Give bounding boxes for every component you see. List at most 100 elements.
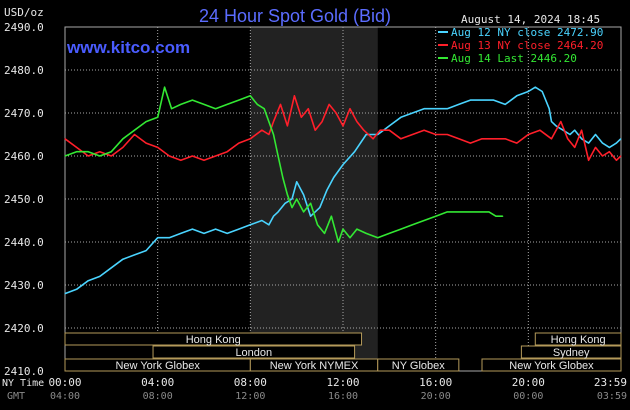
series-3-point xyxy=(238,99,240,101)
series-1-point xyxy=(99,275,101,277)
series-1-point xyxy=(354,151,356,153)
x-tick-label-ny: 20:00 xyxy=(512,376,545,389)
series-2-point xyxy=(145,142,147,144)
series-2-point xyxy=(400,138,402,140)
series-2-point xyxy=(203,159,205,161)
series-3-point xyxy=(249,95,251,97)
series-1-point xyxy=(203,232,205,234)
x-tick-label-gmt: 00:00 xyxy=(513,391,543,402)
series-3-point xyxy=(226,103,228,105)
series-2-point xyxy=(273,121,274,123)
series-1-point xyxy=(238,228,240,230)
unit-label: USD/oz xyxy=(4,6,44,19)
series-2-point xyxy=(516,142,518,144)
series-1-point xyxy=(388,125,390,127)
gmt-label: GMT xyxy=(7,391,25,402)
series-1-point xyxy=(134,254,135,256)
series-1-point xyxy=(469,99,471,101)
series-1-point xyxy=(64,293,66,295)
series-1-point xyxy=(310,215,312,217)
series-2-point xyxy=(64,138,66,140)
series-1-point xyxy=(333,177,335,178)
series-1-point xyxy=(284,202,286,204)
series-3-point xyxy=(282,177,284,178)
x-tick-label-gmt: 20:00 xyxy=(421,391,451,402)
series-1-point xyxy=(601,142,603,144)
series-1-point xyxy=(541,91,543,92)
x-tick-label-gmt: 04:00 xyxy=(50,391,80,402)
series-line-2 xyxy=(64,95,622,162)
series-1-point xyxy=(226,232,228,234)
series-1-point xyxy=(291,198,293,200)
series-3-point xyxy=(122,138,124,140)
series-2-point xyxy=(527,134,529,135)
series-1-point xyxy=(326,189,328,191)
session-bar xyxy=(152,345,356,359)
site-link[interactable]: www.kitco.com xyxy=(66,38,190,57)
series-1-point xyxy=(319,207,321,209)
series-3-point xyxy=(171,108,173,110)
series-2-point xyxy=(379,129,381,131)
series-1-point xyxy=(551,121,552,123)
series-1-point xyxy=(435,108,437,110)
series-2-point xyxy=(286,125,288,127)
series-2-point xyxy=(87,155,89,157)
series-1-point xyxy=(261,220,263,221)
series-3-point xyxy=(481,211,483,213)
series-3-point xyxy=(256,103,258,105)
series-1-point xyxy=(365,134,367,135)
series-3-point xyxy=(310,202,312,204)
series-3-point xyxy=(87,151,89,153)
x-tick-label-ny: 12:00 xyxy=(326,376,359,389)
session-label: New York NYMEX xyxy=(270,360,359,372)
y-tick-label: 2470.0 xyxy=(4,107,44,120)
y-tick-label: 2490.0 xyxy=(4,21,44,34)
session-label: London xyxy=(235,347,272,359)
series-3-point xyxy=(76,151,78,153)
series-1-point xyxy=(215,228,217,230)
series-3-point xyxy=(110,151,112,153)
series-1-point xyxy=(342,164,344,166)
series-2-point xyxy=(134,134,135,135)
x-tick-label-gmt: 03:59 xyxy=(597,391,627,402)
time-axis: NY Time GMT 00:00 04:00 04:00 08:00 08:00 12:00… xyxy=(2,376,627,402)
x-tick-label-ny: 08:00 xyxy=(234,376,267,389)
series-3-point xyxy=(145,121,147,123)
series-3-point xyxy=(495,215,497,217)
legend-entry-2: Aug 13 NY close 2464.20 xyxy=(451,39,603,52)
y-tick-label: 2410.0 xyxy=(4,365,44,378)
legend-entry-3: Aug 14 Last 2446.20 xyxy=(451,52,577,65)
x-tick-label-ny: 23:59 xyxy=(594,376,627,389)
series-2-point xyxy=(493,138,495,140)
series-1-point xyxy=(620,138,622,140)
series-3-point xyxy=(323,232,325,234)
series-3-point xyxy=(191,99,193,101)
series-2-point xyxy=(372,138,374,140)
series-1-point xyxy=(446,108,448,110)
series-2-point xyxy=(469,142,471,144)
legend-entry-1: Aug 12 NY close 2472.90 xyxy=(451,26,603,39)
series-3-point xyxy=(164,86,166,88)
series-1-point xyxy=(516,95,518,97)
series-2-point xyxy=(560,121,562,123)
session-bar xyxy=(377,358,460,372)
x-tick-label-gmt: 16:00 xyxy=(328,391,358,402)
series-3-point xyxy=(356,228,358,230)
x-tick-label-ny: 00:00 xyxy=(48,376,81,389)
series-3-point xyxy=(286,194,288,196)
series-2-point xyxy=(157,146,159,148)
series-1-point xyxy=(534,86,536,88)
series-3-point xyxy=(435,215,437,217)
series-3-point xyxy=(458,211,460,213)
series-3-point xyxy=(277,155,279,157)
series-1-point xyxy=(249,224,251,226)
series-1-point xyxy=(581,138,583,140)
series-2-point xyxy=(293,95,295,97)
series-3-point xyxy=(377,237,379,239)
series-3-point xyxy=(412,224,413,226)
series-2-point xyxy=(588,159,590,161)
series-1-point xyxy=(574,129,576,131)
series-1-point xyxy=(608,146,610,148)
series-2-point xyxy=(595,146,597,148)
series-1-point xyxy=(180,232,182,234)
